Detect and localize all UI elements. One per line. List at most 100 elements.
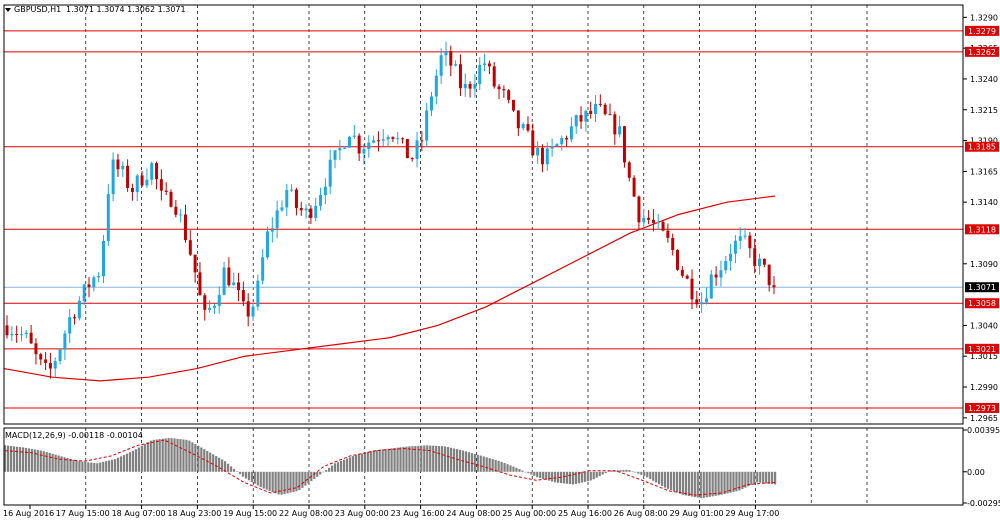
- candle-body: [164, 190, 168, 192]
- candle-body: [478, 64, 482, 85]
- macd-histogram-bar: [146, 442, 149, 472]
- candle-body: [458, 64, 462, 89]
- current-price-tag: [965, 282, 999, 293]
- moving-average: [3, 195, 776, 382]
- macd-axis-label: -0.00295: [967, 499, 1000, 508]
- macd-histogram-bar: [396, 447, 399, 472]
- macd-panel-border: [3, 427, 964, 506]
- candle-body: [700, 302, 704, 305]
- macd-histogram-bar: [51, 453, 54, 472]
- candle-body: [198, 272, 202, 296]
- macd-histogram-bar: [15, 446, 19, 472]
- macd-histogram-bar: [271, 471, 274, 493]
- macd-histogram-bar: [116, 457, 120, 472]
- candle-body: [545, 148, 549, 165]
- price-axis-label: 1.3240: [970, 75, 998, 84]
- macd-histogram-bar: [687, 471, 690, 497]
- macd-histogram-bar: [366, 451, 369, 472]
- candle-body: [415, 140, 419, 160]
- current-price-label: 1.3071: [968, 283, 996, 292]
- macd-histogram-bar: [363, 452, 366, 472]
- macd-histogram-bar: [108, 460, 111, 472]
- candle-body: [241, 290, 245, 302]
- candle-body: [598, 103, 602, 105]
- macd-histogram-bar: [191, 442, 194, 472]
- candle-body: [666, 230, 670, 238]
- macd-histogram-bar: [134, 449, 138, 472]
- candle-body: [651, 219, 655, 223]
- macd-histogram-bar: [45, 452, 48, 472]
- time-axis-label: 25 Aug 16:00: [558, 509, 612, 518]
- candle-body: [724, 260, 728, 271]
- macd-histogram-bar: [664, 471, 667, 488]
- candle-body: [439, 55, 443, 76]
- candle-body: [550, 146, 554, 149]
- macd-histogram-bar: [497, 460, 500, 472]
- macd-histogram-bar: [649, 471, 652, 480]
- macd-histogram-bar: [81, 461, 84, 472]
- macd-histogram-bar: [420, 445, 423, 472]
- candle-body: [299, 207, 303, 211]
- candle-body: [256, 280, 260, 307]
- macd-histogram-bar: [149, 440, 152, 472]
- macd-histogram-bar: [533, 471, 536, 476]
- ohlc-values: 1.3071 1.3074 1.3062 1.3071: [66, 5, 186, 14]
- macd-histogram-bar: [655, 471, 658, 483]
- macd-histogram-bar: [669, 471, 673, 491]
- grid: [85, 5, 868, 505]
- macd-histogram-bar: [405, 446, 408, 472]
- macd-histogram-bar: [675, 471, 679, 493]
- candle-body: [468, 83, 472, 89]
- price-axis-label: 1.3040: [970, 321, 998, 330]
- candle-body: [656, 221, 660, 223]
- macd-histogram-bar: [381, 449, 384, 472]
- macd-histogram-bar: [319, 471, 322, 475]
- macd-histogram-bar: [637, 471, 640, 474]
- macd-histogram-bar: [554, 471, 557, 483]
- candle-body: [733, 240, 737, 254]
- dropdown-triangle-icon[interactable]: [5, 8, 11, 12]
- macd-histogram-bar: [705, 471, 708, 498]
- time-axis-label: 18 Aug 23:00: [167, 509, 221, 518]
- macd-histogram-bar: [66, 458, 69, 472]
- macd-histogram-bar: [265, 471, 268, 490]
- candle-body: [347, 136, 351, 148]
- level-tag-label: 1.2973: [968, 404, 996, 413]
- macd-histogram-bar: [247, 471, 250, 481]
- time-axis-label: 23 Aug 16:00: [391, 509, 445, 518]
- candle-body: [574, 115, 578, 127]
- candle-body: [584, 110, 588, 122]
- time-axis-label: 17 Aug 15:00: [56, 509, 110, 518]
- macd-histogram-bar: [197, 445, 200, 472]
- level-tag-label: 1.3185: [968, 143, 996, 152]
- candle-body: [328, 159, 332, 187]
- candle-body: [294, 189, 298, 208]
- candle-body: [19, 334, 23, 336]
- candle-body: [68, 317, 72, 334]
- macd-axis-label: 0.00395: [967, 426, 1000, 435]
- macd-histogram-bar: [390, 448, 393, 472]
- macd-histogram-bar: [530, 471, 533, 475]
- macd-histogram-bar: [238, 471, 242, 475]
- horizontal-levels: [4, 30, 963, 409]
- macd-histogram-bar: [215, 456, 218, 472]
- macd-histogram-bar: [280, 471, 283, 495]
- macd-histogram-bar: [244, 471, 248, 479]
- macd-histogram-bar: [119, 456, 123, 472]
- candle-body: [714, 274, 718, 278]
- candle-body: [444, 51, 448, 56]
- macd-histogram-bar: [464, 451, 468, 472]
- candle-body: [111, 159, 115, 195]
- candle-body: [690, 278, 694, 300]
- candle-body: [304, 208, 308, 211]
- level-tag: [965, 46, 999, 57]
- candle-body: [540, 147, 544, 165]
- candle-body: [169, 191, 173, 207]
- macd-histogram-bar: [672, 471, 676, 492]
- macd-histogram-bar: [631, 471, 634, 472]
- candle-body: [270, 228, 274, 232]
- macd-histogram-bar: [690, 471, 693, 497]
- macd-histogram-bar: [551, 471, 554, 482]
- macd-histogram-bar: [628, 470, 631, 472]
